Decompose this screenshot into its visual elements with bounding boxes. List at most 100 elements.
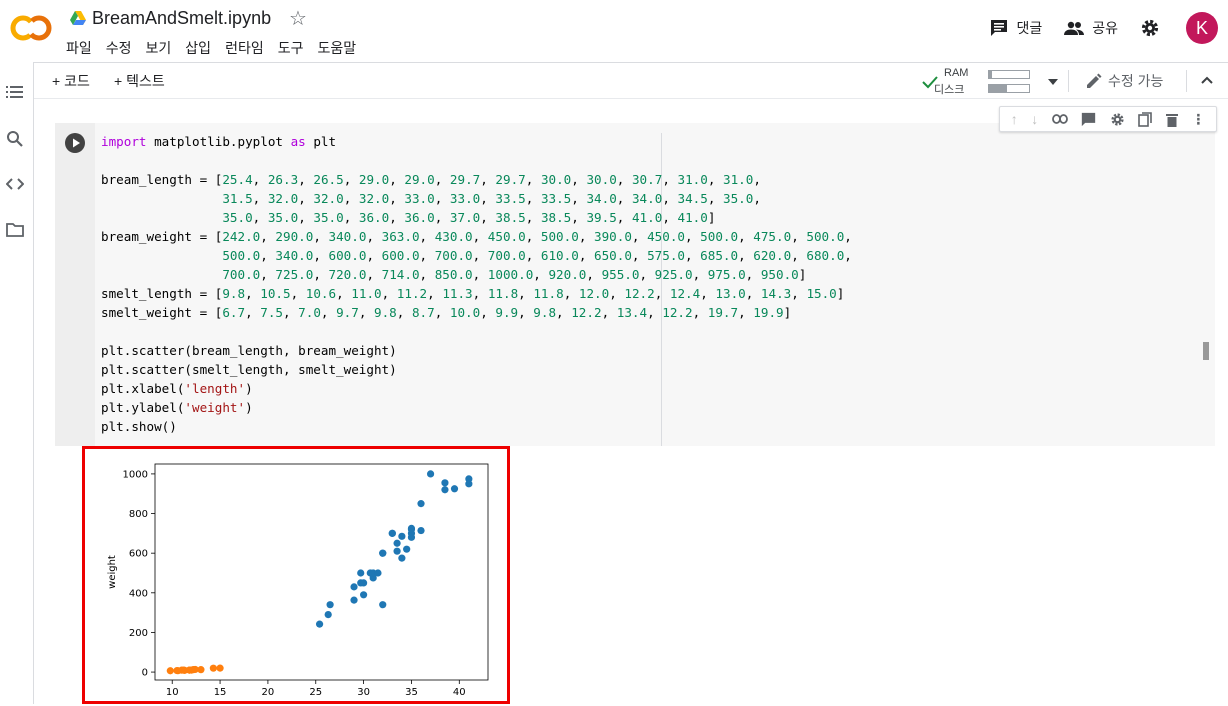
disk-label: 디스크 [934,84,965,96]
dropdown-arrow-icon[interactable] [1048,79,1058,85]
comments-label: 댓글 [1016,20,1043,36]
trash-icon[interactable] [1165,112,1178,127]
data-point [393,539,401,547]
data-point [374,569,382,577]
comment-icon[interactable] [1081,112,1096,127]
mirror-cell-icon[interactable] [1138,111,1153,127]
run-cell-button[interactable] [65,133,85,153]
code-line: plt.xlabel('length') [101,381,253,396]
code-cell[interactable]: import matplotlib.pyplot as plt bream_le… [55,123,1215,446]
data-point [350,596,358,604]
data-point [360,591,368,599]
folder-icon[interactable] [6,222,24,238]
collapse-header-icon[interactable] [1201,76,1213,84]
code-line: import matplotlib.pyplot as plt [101,134,337,149]
comments-button[interactable]: 댓글 [990,18,1042,38]
y-axis-label: weight [107,555,118,589]
code-line: 500.0, 340.0, 600.0, 600.0, 700.0, 700.0… [222,248,852,263]
notebook-toolbar: + 코드 + 텍스트 RAM 디스크 수정 가능 [34,62,1228,99]
menu-edit[interactable]: 수정 [105,40,132,56]
people-icon [1064,21,1085,35]
code-line: smelt_weight = [6.7, 7.5, 7.0, 9.7, 9.8,… [101,305,792,320]
code-editor[interactable]: import matplotlib.pyplot as plt bream_le… [101,132,852,436]
menu-help[interactable]: 도움말 [317,40,357,56]
pencil-icon [1087,73,1102,88]
code-line [101,322,852,341]
table-of-contents-icon[interactable] [6,84,24,100]
resources-indicator[interactable]: RAM 디스크 [922,67,1072,97]
data-point [388,529,396,537]
avatar[interactable]: K [1186,12,1218,44]
data-point [357,569,365,577]
code-line: 35.0, 35.0, 35.0, 36.0, 36.0, 37.0, 38.5… [222,210,716,225]
line-length-ruler [661,133,662,446]
data-point [465,480,473,488]
data-point [197,666,205,674]
move-up-icon[interactable]: ↑ [1010,111,1018,127]
share-button[interactable]: 공유 [1064,18,1118,38]
menu-runtime[interactable]: 런타임 [225,40,264,56]
code-line: 700.0, 725.0, 720.0, 714.0, 850.0, 1000.… [222,267,807,282]
notebook-title[interactable]: BreamAndSmelt.ipynb [92,8,272,28]
settings-button[interactable] [1140,18,1168,38]
y-tick-label: 800 [129,509,148,520]
move-down-icon[interactable]: ↓ [1031,111,1039,127]
code-line: plt.ylabel('weight') [101,400,253,415]
y-tick-label: 400 [129,588,148,599]
y-tick-label: 200 [129,628,148,639]
data-point [450,485,459,493]
plot-frame-box [154,463,489,681]
drive-icon [70,11,86,25]
play-icon [73,138,80,148]
data-point [407,525,416,533]
data-point [326,601,334,609]
x-tick-label: 30 [357,687,370,698]
add-code-button[interactable]: + 코드 [52,73,90,89]
code-line: bream_weight = [242.0, 290.0, 340.0, 363… [101,229,852,244]
menu-view[interactable]: 보기 [145,40,172,56]
code-snippets-icon[interactable] [6,176,24,192]
x-tick-label: 20 [262,687,275,698]
menu-tools[interactable]: 도구 [277,40,304,56]
data-point [393,547,401,555]
toolbar-divider [1068,70,1069,92]
header-actions: 댓글 공유 K [990,12,1218,44]
code-line: plt.show() [101,419,177,434]
data-point [403,545,411,553]
data-point [379,601,387,609]
code-line: plt.scatter(smelt_length, smelt_weight) [101,362,397,377]
ram-usage-bar [988,70,1030,79]
cell-toolbar: ↑ ↓ ⋮ [999,106,1217,132]
editor-scrollbar[interactable] [1203,342,1209,360]
code-line: smelt_length = [9.8, 10.5, 10.6, 11.0, 1… [101,286,845,301]
search-icon[interactable] [6,130,24,148]
data-point [441,486,449,494]
link-icon[interactable] [1051,114,1068,124]
more-options-icon[interactable]: ⋮ [1191,110,1206,127]
data-point [369,574,377,582]
y-tick-label: 0 [142,668,148,679]
data-point [315,620,324,628]
y-tick-label: 1000 [123,469,148,480]
share-label: 공유 [1092,20,1118,36]
data-point [417,526,425,535]
add-text-button[interactable]: + 텍스트 [114,73,165,89]
x-tick-label: 40 [453,687,466,698]
menu-insert[interactable]: 삽입 [185,40,212,56]
x-tick-label: 15 [214,687,227,698]
code-line: plt.scatter(bream_length, bream_weight) [101,343,397,358]
code-line: bream_length = [25.4, 26.3, 26.5, 29.0, … [101,172,761,187]
menu-file[interactable]: 파일 [66,40,92,56]
check-icon [922,76,938,89]
x-tick-label: 35 [405,687,418,698]
edit-mode-label: 수정 가능 [1108,73,1164,89]
star-icon[interactable]: ☆ [289,8,307,30]
colab-logo[interactable] [10,14,52,42]
data-point [191,665,199,674]
data-point [398,554,406,562]
edit-mode-button[interactable]: 수정 가능 [1086,71,1163,91]
gear-icon[interactable] [1110,112,1125,127]
data-point [166,667,174,675]
left-sidebar [0,62,34,704]
